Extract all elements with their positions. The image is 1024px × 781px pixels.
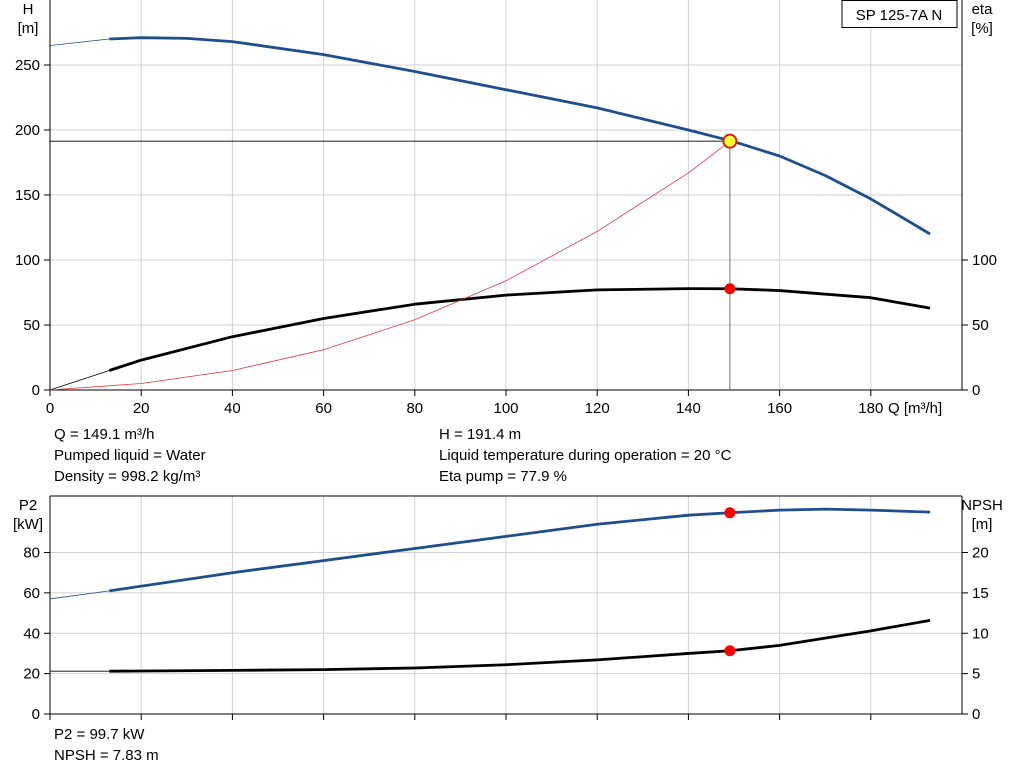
chart-title-box	[841, 0, 958, 28]
chart-title: SP 125-7A N	[856, 7, 942, 24]
info-bottom-left: P2 = 99.7 kW NPSH = 7.83 m	[54, 724, 159, 766]
lower-series-0-extension	[49, 590, 110, 600]
upper-left-tick-label: 250	[15, 57, 40, 74]
upper-x-tick-label: 80	[406, 400, 423, 417]
lower-left-tick-label: 60	[23, 585, 40, 602]
lower-right-tick-label: 0	[972, 706, 980, 723]
upper-right-tick-label: 50	[972, 317, 989, 334]
upper-x-tick-label: 140	[676, 400, 701, 417]
info-power: P2 = 99.7 kW	[54, 726, 145, 743]
lower-right-axis-label: NPSH	[961, 497, 1003, 514]
lower-left-tick-label: 20	[23, 666, 40, 683]
lower-left-tick-label: 80	[23, 545, 40, 562]
info-temperature: Liquid temperature during operation = 20…	[439, 447, 732, 464]
upper-right-tick-label: 0	[972, 382, 980, 399]
upper-x-axis-label: Q [m³/h]	[888, 400, 942, 417]
upper-left-tick-label: 150	[15, 187, 40, 204]
upper-x-tick-label: 180	[858, 400, 883, 417]
lower-left-tick-label: 40	[23, 625, 40, 642]
upper-left-axis-label: H	[23, 1, 34, 18]
lower-right-tick-label: 5	[972, 666, 980, 683]
info-npsh: NPSH = 7.83 m	[54, 747, 159, 764]
upper-left-axis-unit: [m]	[18, 20, 39, 37]
upper-left-tick-label: 100	[15, 252, 40, 269]
power-operating-point	[724, 507, 736, 519]
upper-left-tick-label: 200	[15, 122, 40, 139]
upper-x-tick-label: 20	[133, 400, 150, 417]
lower-series-1-line	[109, 618, 931, 673]
upper-x-tick-label: 160	[767, 400, 792, 417]
upper-series-2-line	[49, 140, 731, 391]
upper-left-tick-label: 0	[32, 382, 40, 399]
info-flow: Q = 149.1 m³/h	[54, 426, 155, 443]
upper-series-0-line	[109, 36, 931, 236]
lower-left-axis-label: P2	[19, 497, 37, 514]
info-liquid: Pumped liquid = Water	[54, 447, 206, 464]
upper-x-tick-label: 100	[493, 400, 518, 417]
upper-x-tick-label: 40	[224, 400, 241, 417]
lower-left-axis-unit: [kW]	[13, 516, 43, 533]
upper-right-axis-label: eta	[972, 1, 994, 18]
upper-series-1-line	[108, 287, 931, 372]
upper-x-tick-label: 120	[585, 400, 610, 417]
eta-operating-point	[724, 283, 736, 295]
upper-x-tick-label: 0	[46, 400, 54, 417]
upper-series-0-extension	[49, 38, 110, 46]
lower-right-tick-label: 15	[972, 585, 989, 602]
info-head: H = 191.4 m	[439, 426, 522, 443]
lower-series-0-line	[109, 507, 931, 593]
info-density: Density = 998.2 kg/m³	[54, 468, 201, 485]
lower-right-axis-unit: [m]	[972, 516, 993, 533]
lower-left-tick-label: 0	[32, 706, 40, 723]
upper-right-axis-unit: [%]	[971, 20, 993, 37]
info-top-left: Q = 149.1 m³/h Pumped liquid = Water Den…	[54, 424, 206, 487]
lower-right-tick-label: 10	[972, 625, 989, 642]
npsh-operating-point	[724, 645, 736, 657]
info-eta: Eta pump = 77.9 %	[439, 468, 567, 485]
lower-right-tick-label: 20	[972, 545, 989, 562]
upper-series-1-extension	[49, 370, 110, 391]
upper-left-tick-label: 50	[23, 317, 40, 334]
upper-right-tick-label: 100	[972, 252, 997, 269]
upper-x-tick-label: 60	[315, 400, 332, 417]
duty-point	[722, 133, 738, 149]
info-top-right: H = 191.4 m Liquid temperature during op…	[439, 424, 731, 487]
